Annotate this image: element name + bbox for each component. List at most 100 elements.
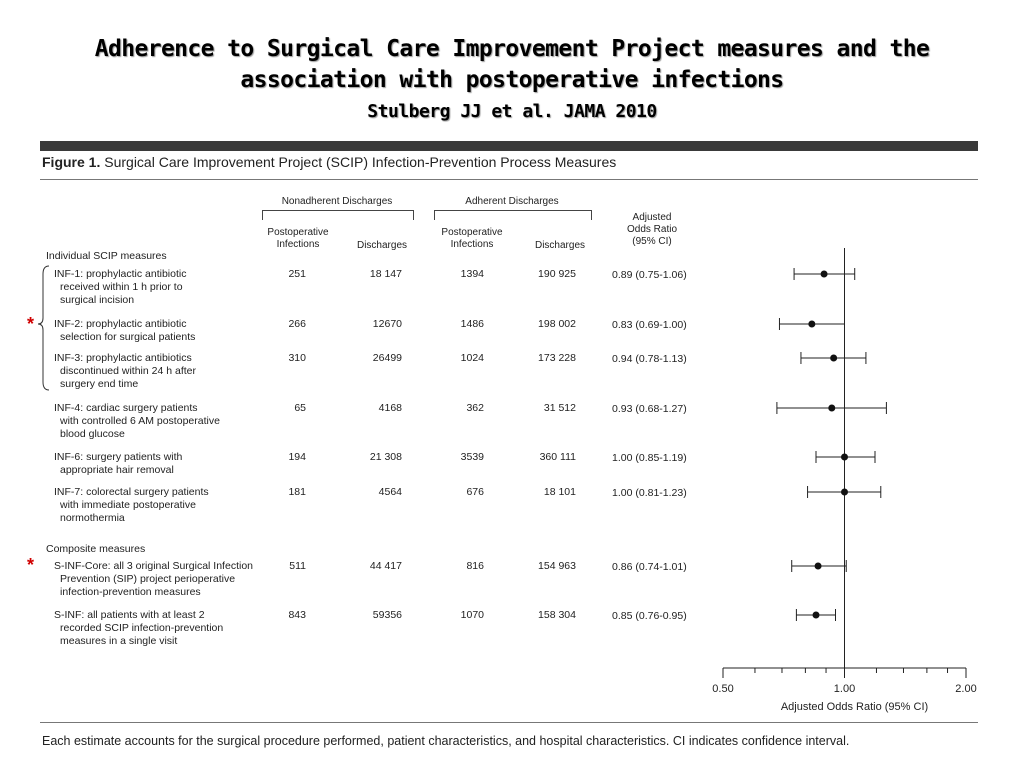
col-header-line: Odds Ratio — [626, 224, 678, 235]
section-composite-measures: Composite measures — [46, 543, 146, 555]
row-label: INF-1: prophylactic antibiotic received w… — [54, 268, 186, 307]
cell-adherent-infections: 1024 — [460, 352, 484, 364]
row-label-line: S-INF-Core: all 3 original Surgical Infe… — [54, 560, 253, 572]
figure-bottom-rule — [40, 722, 978, 723]
figure-title-text: Surgical Care Improvement Project (SCIP)… — [104, 154, 617, 170]
row-label-line: discontinued within 24 h after — [60, 365, 197, 377]
group-bracket-nonadherent — [262, 210, 414, 220]
figure-label: Figure 1. — [42, 154, 101, 170]
figure-title-rule — [40, 179, 978, 180]
row-label-line: Prevention (SIP) project perioperative — [60, 573, 236, 585]
point-estimate — [830, 354, 838, 362]
forest-plot: 0.50 1.00 2.00 Adjusted Odds Ratio (95% CI) — [712, 248, 977, 713]
point-estimate — [841, 453, 848, 461]
cell-nonadherent-discharges: 44 417 — [369, 560, 402, 572]
row-label-line: surgery end time — [60, 378, 139, 390]
x-tick-label: 2.00 — [955, 683, 976, 695]
cell-adherent-infections: 1394 — [460, 268, 484, 280]
col-header-adjusted-or: Adjusted Odds Ratio (95% CI) — [612, 212, 692, 248]
highlight-asterisk-individual: * — [27, 314, 35, 334]
col-header-line: (95% CI) — [632, 236, 672, 247]
cell-nonadherent-discharges: 4168 — [378, 402, 402, 414]
col-header-nonadherent-infections: Postoperative Infections — [252, 227, 344, 251]
cell-nonadherent-discharges: 4564 — [378, 486, 402, 498]
row-label-line: surgical incision — [60, 294, 135, 306]
cell-adjusted-or: 0.93 (0.68-1.27) — [612, 403, 687, 415]
point-estimate — [828, 404, 836, 412]
row-label-line: received within 1 h prior to — [60, 281, 183, 293]
cell-adherent-infections: 1486 — [460, 318, 484, 330]
row-label-line: INF-7: colorectal surgery patients — [54, 486, 209, 498]
row-label-line: measures in a single visit — [60, 635, 178, 647]
group-header-adherent: Adherent Discharges — [465, 196, 559, 207]
point-estimate — [808, 320, 816, 328]
section-individual-measures: Individual SCIP measures — [46, 250, 167, 262]
row-label-line: recorded SCIP infection-prevention — [60, 622, 224, 634]
cell-adherent-discharges: 190 925 — [538, 268, 576, 280]
cell-adherent-infections: 1070 — [460, 609, 484, 621]
cell-adherent-discharges: 18 101 — [543, 486, 576, 498]
cell-nonadherent-infections: 843 — [288, 609, 306, 621]
cell-nonadherent-infections: 181 — [288, 486, 306, 498]
cell-adherent-discharges: 173 228 — [538, 352, 576, 364]
cell-nonadherent-infections: 65 — [294, 402, 306, 414]
cell-adherent-discharges: 31 512 — [543, 402, 576, 414]
row-label-line: normothermia — [60, 512, 125, 524]
col-header-line: Postoperative — [441, 227, 503, 238]
cell-nonadherent-discharges: 21 308 — [369, 451, 402, 463]
cell-nonadherent-infections: 310 — [288, 352, 306, 364]
x-tick-label: 0.50 — [712, 683, 733, 695]
cell-adherent-discharges: 198 002 — [538, 318, 576, 330]
point-estimate — [812, 611, 820, 619]
row-label-line: with immediate postoperative — [60, 499, 196, 511]
row-label-line: INF-4: cardiac surgery patients — [54, 402, 198, 414]
row-label-line: INF-3: prophylactic antibiotics — [54, 352, 192, 364]
group-bracket-adherent — [434, 210, 592, 220]
cell-adjusted-or: 1.00 (0.85-1.19) — [612, 452, 687, 464]
col-header-adherent-infections: Postoperative Infections — [426, 227, 518, 251]
cell-nonadherent-discharges: 26499 — [372, 352, 402, 364]
cell-adjusted-or: 0.83 (0.69-1.00) — [612, 319, 687, 331]
row-label: S-INF-Core: all 3 original Surgical Infe… — [54, 560, 253, 599]
cell-nonadherent-discharges: 18 147 — [369, 268, 402, 280]
highlight-asterisk-composite: * — [27, 555, 35, 575]
col-header-line: Postoperative — [267, 227, 329, 238]
col-header-nonadherent-discharges: Discharges — [356, 240, 408, 251]
cell-adherent-infections: 362 — [466, 402, 484, 414]
row-label-line: appropriate hair removal — [60, 464, 174, 476]
slide-title-line-1: Adherence to Surgical Care Improvement P… — [94, 36, 930, 62]
slide-title: Adherence to Surgical Care Improvement P… — [0, 34, 1024, 96]
cell-nonadherent-infections: 194 — [288, 451, 306, 463]
cell-adjusted-or: 1.00 (0.81-1.23) — [612, 487, 687, 499]
cell-adjusted-or: 0.94 (0.78-1.13) — [612, 353, 687, 365]
col-header-line: Infections — [450, 239, 494, 250]
point-estimate — [841, 488, 848, 496]
col-header-adherent-discharges: Discharges — [534, 240, 586, 251]
row-label: S-INF: all patients with at least 2 recor… — [54, 609, 223, 648]
cell-nonadherent-infections: 266 — [288, 318, 306, 330]
slide-subtitle: Stulberg JJ et al. JAMA 2010 — [367, 101, 657, 122]
cell-adherent-discharges: 158 304 — [538, 609, 576, 621]
row-label-line: with controlled 6 AM postoperative — [60, 415, 220, 427]
row-label-line: INF-6: surgery patients with — [54, 451, 183, 463]
figure-title: Figure 1. Surgical Care Improvement Proj… — [42, 154, 616, 170]
x-axis-label: Adjusted Odds Ratio (95% CI) — [781, 701, 928, 713]
row-label: INF-4: cardiac surgery patients with cont… — [54, 402, 220, 441]
cell-adherent-infections: 676 — [466, 486, 484, 498]
x-tick-label: 1.00 — [834, 683, 855, 695]
cell-nonadherent-infections: 251 — [288, 268, 306, 280]
row-label-line: blood glucose — [60, 428, 125, 440]
row-label-line: INF-1: prophylactic antibiotic — [54, 268, 187, 280]
cell-adherent-infections: 816 — [466, 560, 484, 572]
col-header-line: Infections — [276, 239, 320, 250]
figure-footnote: Each estimate accounts for the surgical … — [42, 734, 850, 748]
figure-top-bar — [40, 141, 978, 151]
row-label: INF-3: prophylactic antibiotics discontin… — [54, 352, 196, 391]
cell-nonadherent-discharges: 12670 — [372, 318, 402, 330]
slide-title-line-2: association with postoperative infection… — [240, 67, 784, 93]
cell-adjusted-or: 0.89 (0.75-1.06) — [612, 269, 687, 281]
cell-adherent-infections: 3539 — [460, 451, 484, 463]
row-label-line: S-INF: all patients with at least 2 — [54, 609, 205, 621]
cell-adjusted-or: 0.85 (0.76-0.95) — [612, 610, 687, 622]
cell-adjusted-or: 0.86 (0.74-1.01) — [612, 561, 687, 573]
